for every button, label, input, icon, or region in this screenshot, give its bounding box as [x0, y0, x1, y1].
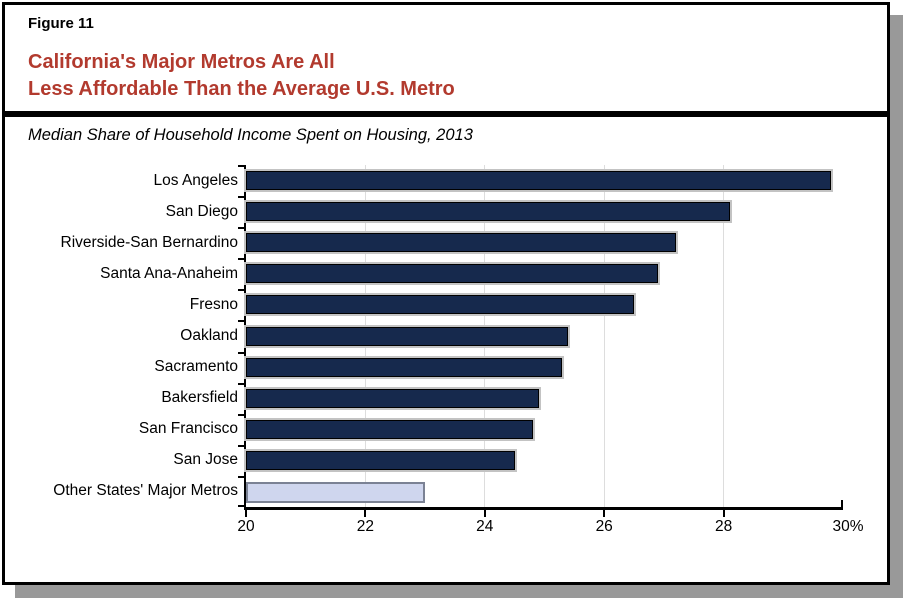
- y-axis-tick: [238, 382, 244, 385]
- y-axis-tick: [238, 505, 244, 507]
- figure-label: Figure 11: [28, 15, 94, 32]
- category-label: Riverside-San Bernardino: [60, 233, 238, 251]
- x-axis-tick: [364, 510, 367, 517]
- bar: [246, 357, 563, 377]
- bar: [246, 419, 533, 439]
- category-label: Santa Ana-Anaheim: [100, 264, 238, 282]
- y-axis-tick: [238, 351, 244, 354]
- bar-chart-plot: 20 22 24 26 28 30%: [237, 165, 864, 535]
- y-axis-tick: [238, 227, 244, 230]
- bar: [246, 295, 635, 315]
- x-axis-tick-label: 20: [237, 518, 255, 535]
- figure-title-line1: California's Major Metros Are All: [28, 51, 335, 73]
- x-axis-tick-label: 24: [476, 518, 494, 535]
- x-axis-tick-label: 22: [356, 518, 375, 535]
- vertical-gridline: [603, 165, 605, 507]
- category-label: Sacramento: [154, 358, 238, 375]
- figure-title-line2: Less Affordable Than the Average U.S. Me…: [28, 78, 455, 100]
- x-axis-tick: [483, 510, 486, 517]
- figure-title: California's Major Metros Are All Less A…: [28, 49, 455, 103]
- y-axis-tick: [238, 258, 244, 261]
- category-label: San Diego: [165, 202, 238, 220]
- figure-frame: Figure 11 California's Major Metros Are …: [2, 2, 890, 585]
- bar: [246, 388, 539, 408]
- chart-subtitle: Median Share of Household Income Spent o…: [28, 126, 473, 144]
- vertical-gridline: [723, 165, 725, 507]
- bar-highlight: [246, 481, 426, 503]
- category-label: Fresno: [189, 295, 238, 313]
- category-label: Los Angeles: [153, 171, 238, 189]
- x-axis-tick-label: 30%: [832, 518, 864, 535]
- bar: [246, 171, 832, 191]
- y-axis-tick: [238, 320, 244, 323]
- category-axis-labels: Los Angeles San Diego Riverside-San Bernar…: [5, 165, 238, 507]
- bar: [246, 202, 730, 222]
- header-divider-rule: [2, 111, 890, 117]
- category-label: San Francisco: [138, 420, 238, 438]
- x-axis-tick-label: 28: [714, 518, 733, 535]
- bar: [246, 326, 569, 346]
- x-axis-tick: [603, 510, 606, 517]
- bar: [246, 450, 515, 470]
- category-label: San Jose: [173, 451, 238, 469]
- category-label: Oakland: [180, 326, 238, 344]
- bar: [246, 264, 658, 284]
- category-label: Other States' Major Metros: [53, 482, 238, 500]
- bar: [246, 233, 676, 253]
- category-label: Bakersfield: [161, 389, 238, 407]
- y-axis-tick: [238, 413, 244, 416]
- x-axis-tick: [245, 510, 247, 517]
- y-axis-tick: [238, 289, 244, 292]
- y-axis-tick: [238, 444, 244, 447]
- x-axis-end-tick: [841, 500, 843, 507]
- y-axis-tick: [238, 196, 244, 199]
- y-axis-tick: [238, 165, 244, 167]
- y-axis-tick: [238, 475, 244, 478]
- x-axis-tick-label: 26: [595, 518, 613, 535]
- x-axis-tick: [722, 510, 725, 517]
